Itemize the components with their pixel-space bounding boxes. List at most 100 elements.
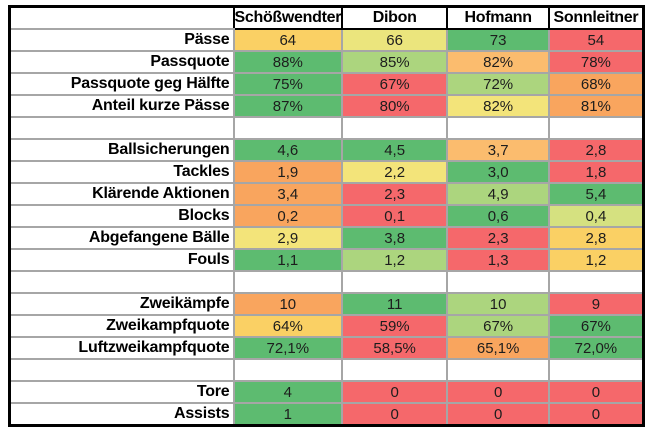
stat-cell: 0,6 [446, 204, 551, 228]
spacer-row [8, 270, 645, 294]
spacer-cell [446, 270, 551, 294]
stat-cell: 11 [341, 292, 449, 316]
table-row: Zweikämpfe 10 11 10 9 [8, 292, 645, 316]
row-label: Luftzweikampfquote [8, 336, 235, 360]
header-row: Schößwendter Dibon Hofmann Sonnleitner [8, 5, 645, 30]
stat-cell: 66 [341, 28, 449, 52]
stat-cell: 1,2 [548, 248, 645, 272]
spacer-cell [341, 116, 449, 140]
spacer-cell [232, 358, 344, 382]
stat-cell: 85% [341, 50, 449, 74]
stat-cell: 72% [446, 72, 551, 96]
stat-cell: 4,6 [232, 138, 344, 162]
table-row: Abgefangene Bälle 2,9 3,8 2,3 2,8 [8, 226, 645, 250]
stat-cell: 4,5 [341, 138, 449, 162]
table-row: Blocks 0,2 0,1 0,6 0,4 [8, 204, 645, 228]
spacer-cell [232, 116, 344, 140]
spacer-cell [548, 116, 645, 140]
stat-cell: 81% [548, 94, 645, 118]
stat-cell: 82% [446, 94, 551, 118]
stat-cell: 58,5% [341, 336, 449, 360]
stat-cell: 64% [232, 314, 344, 338]
column-header-schoesswendter: Schößwendter [232, 5, 344, 30]
stat-cell: 1,8 [548, 160, 645, 184]
stat-cell: 3,0 [446, 160, 551, 184]
spacer-cell [446, 358, 551, 382]
stat-cell: 2,3 [341, 182, 449, 206]
stat-cell: 3,8 [341, 226, 449, 250]
table-row: Anteil kurze Pässe 87% 80% 82% 81% [8, 94, 645, 118]
stat-cell: 67% [548, 314, 645, 338]
stat-cell: 0 [446, 402, 551, 427]
stat-cell: 2,3 [446, 226, 551, 250]
stat-cell: 82% [446, 50, 551, 74]
stat-cell: 2,2 [341, 160, 449, 184]
spacer-row [8, 358, 645, 382]
table-row: Pässe 64 66 73 54 [8, 28, 645, 52]
spacer-cell [446, 116, 551, 140]
spacer-cell [548, 270, 645, 294]
spacer-row [8, 116, 645, 140]
stat-cell: 4,9 [446, 182, 551, 206]
stat-cell: 2,8 [548, 226, 645, 250]
spacer-cell [341, 358, 449, 382]
row-label: Pässe [8, 28, 235, 52]
stat-cell: 10 [446, 292, 551, 316]
stat-cell: 78% [548, 50, 645, 74]
row-label: Zweikampfquote [8, 314, 235, 338]
table-row: Ballsicherungen 4,6 4,5 3,7 2,8 [8, 138, 645, 162]
table-row: Passquote geg Hälfte 75% 67% 72% 68% [8, 72, 645, 96]
row-label: Fouls [8, 248, 235, 272]
row-label: Passquote [8, 50, 235, 74]
stat-cell: 3,4 [232, 182, 344, 206]
stat-cell: 0,4 [548, 204, 645, 228]
stat-cell: 87% [232, 94, 344, 118]
stat-cell: 75% [232, 72, 344, 96]
spacer-cell [341, 270, 449, 294]
stat-cell: 68% [548, 72, 645, 96]
stat-cell: 5,4 [548, 182, 645, 206]
table-row: Zweikampfquote 64% 59% 67% 67% [8, 314, 645, 338]
stat-cell: 65,1% [446, 336, 551, 360]
spacer-label-cell [8, 358, 235, 382]
row-label: Zweikämpfe [8, 292, 235, 316]
row-label: Klärende Aktionen [8, 182, 235, 206]
table-row: Luftzweikampfquote 72,1% 58,5% 65,1% 72,0% [8, 336, 645, 360]
stat-cell: 2,9 [232, 226, 344, 250]
row-label: Blocks [8, 204, 235, 228]
table-row: Assists 1 0 0 0 [8, 402, 645, 427]
stat-cell: 0 [341, 402, 449, 427]
stat-cell: 4 [232, 380, 344, 404]
stat-cell: 0 [341, 380, 449, 404]
column-header-dibon: Dibon [341, 5, 449, 30]
spacer-label-cell [8, 116, 235, 140]
spacer-cell [548, 358, 645, 382]
column-header-hofmann: Hofmann [446, 5, 551, 30]
table-row: Klärende Aktionen 3,4 2,3 4,9 5,4 [8, 182, 645, 206]
stat-cell: 88% [232, 50, 344, 74]
stat-cell: 0,1 [341, 204, 449, 228]
table-row: Passquote 88% 85% 82% 78% [8, 50, 645, 74]
row-label: Passquote geg Hälfte [8, 72, 235, 96]
spacer-cell [232, 270, 344, 294]
stat-cell: 80% [341, 94, 449, 118]
stat-cell: 54 [548, 28, 645, 52]
corner-cell [8, 5, 235, 30]
table-row: Fouls 1,1 1,2 1,3 1,2 [8, 248, 645, 272]
stat-cell: 9 [548, 292, 645, 316]
row-label: Tackles [8, 160, 235, 184]
stat-cell: 67% [341, 72, 449, 96]
spacer-label-cell [8, 270, 235, 294]
stat-cell: 1,2 [341, 248, 449, 272]
row-label: Ballsicherungen [8, 138, 235, 162]
stat-cell: 1,1 [232, 248, 344, 272]
page: Schößwendter Dibon Hofmann Sonnleitner P… [8, 5, 645, 427]
stat-cell: 0 [548, 402, 645, 427]
table-row: Tore 4 0 0 0 [8, 380, 645, 404]
stats-table-body: Pässe 64 66 73 54 Passquote 88% 85% 82% 78% Passqu… [8, 28, 645, 427]
stat-cell: 1 [232, 402, 344, 427]
stat-cell: 59% [341, 314, 449, 338]
row-label: Abgefangene Bälle [8, 226, 235, 250]
stat-cell: 64 [232, 28, 344, 52]
row-label: Anteil kurze Pässe [8, 94, 235, 118]
